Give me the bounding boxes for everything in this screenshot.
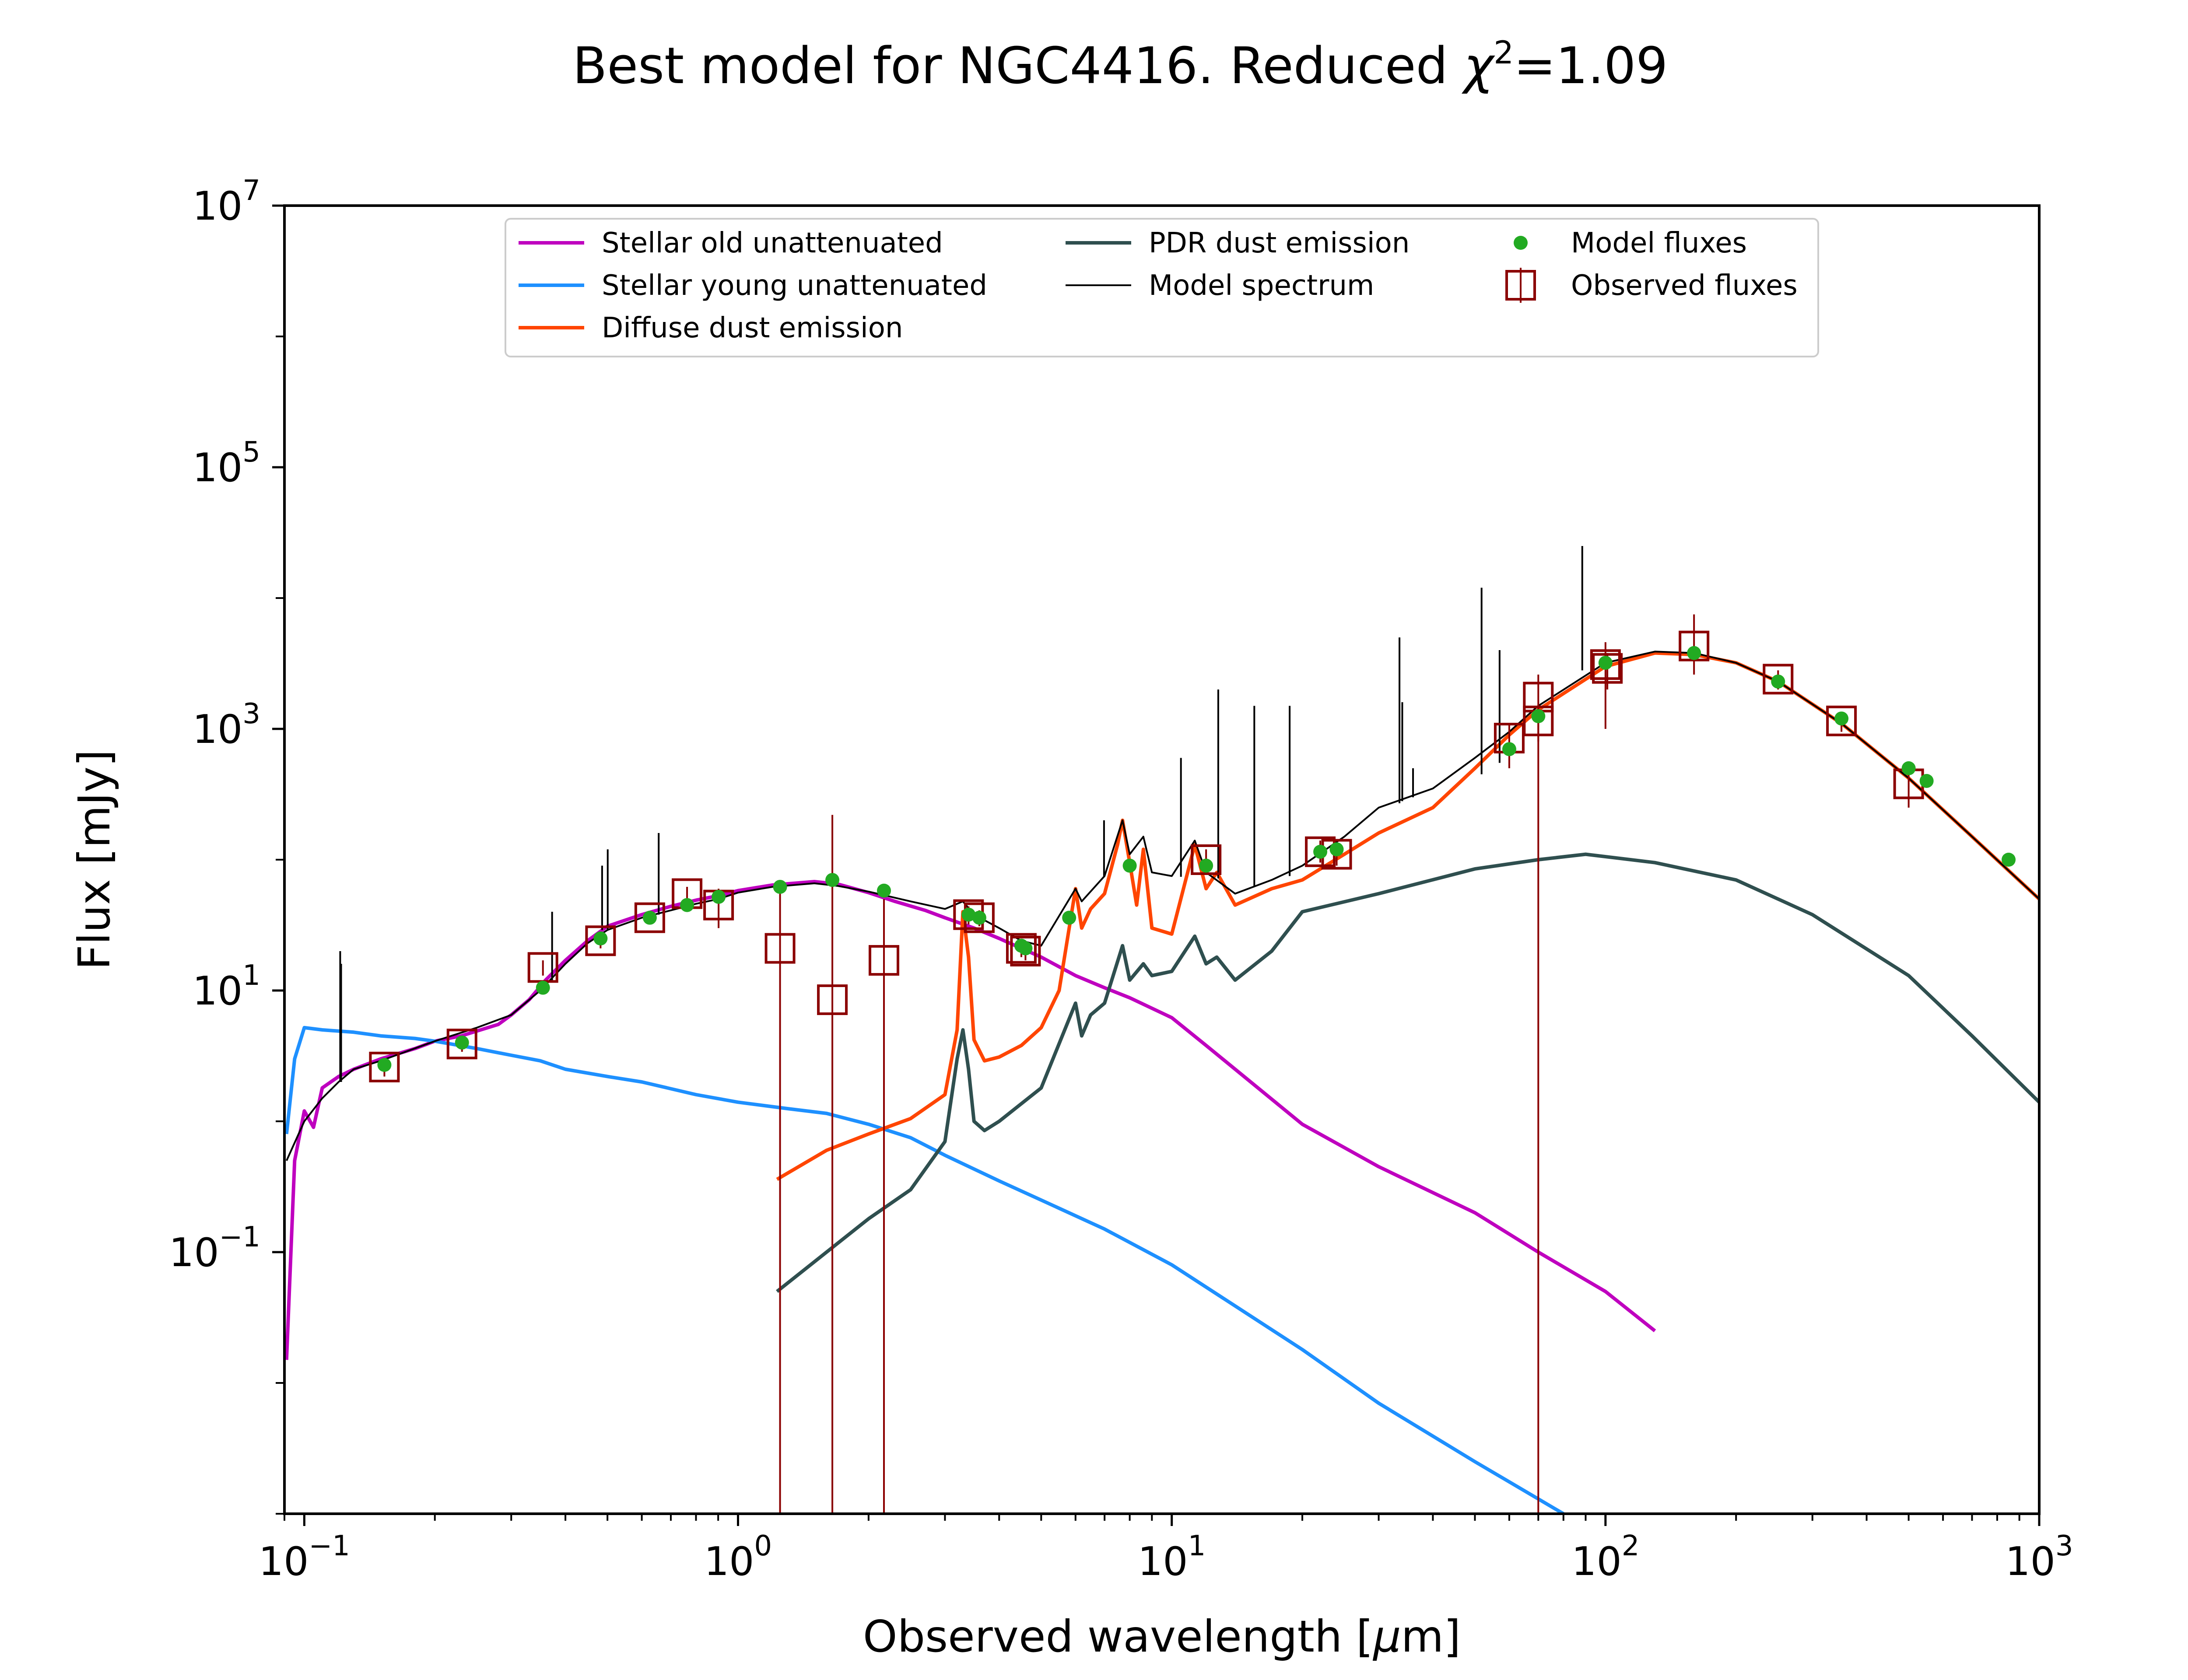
series-stellar-old-unattenuated <box>284 880 1656 1360</box>
model-flux-point <box>1313 844 1328 859</box>
observed-flux-point <box>869 945 900 976</box>
model-flux-point <box>377 1058 392 1072</box>
model-flux-point <box>1919 774 1934 788</box>
model-flux-point <box>642 910 657 925</box>
x-tick-label: 100 <box>704 1530 772 1585</box>
legend-label-stellar-young-unattenuated: Stellar young unattenuated <box>602 270 987 302</box>
legend-label-model-fluxes: Model fluxes <box>1571 227 1747 259</box>
model-flux-point <box>877 883 891 898</box>
model-flux-point <box>1502 742 1516 756</box>
model-flux-point <box>1062 910 1076 925</box>
model-flux-point <box>593 931 608 946</box>
legend-label-model-spectrum: Model spectrum <box>1149 270 1374 302</box>
y-tick-label: 10−1 <box>169 1221 260 1276</box>
legend-label-pdr-dust-emission: PDR dust emission <box>1149 227 1410 259</box>
model-flux-point <box>455 1035 469 1050</box>
y-tick-label: 105 <box>193 436 260 491</box>
series-model-spectrum <box>285 651 2039 1161</box>
observed-flux-point <box>1006 933 1037 964</box>
model-flux-point <box>712 889 726 904</box>
y-tick-label: 101 <box>193 959 260 1014</box>
y-tick-label: 103 <box>193 698 260 752</box>
model-flux-point <box>1901 761 1916 776</box>
model-flux-point <box>1018 941 1033 956</box>
legend: Stellar old unattenuated Stellar young un… <box>505 218 1819 357</box>
observed-flux-point <box>764 933 796 964</box>
model-flux-point <box>1531 709 1546 724</box>
series-stellar-young-unattenuated <box>284 1026 1564 1514</box>
observed-flux-point <box>1592 653 1623 684</box>
observed-flux-point <box>817 984 848 1015</box>
x-axis-label: Observed wavelength [μm] <box>863 1611 1461 1662</box>
axis-ticks: 10−1 100 101 102 103 10−1 101 103 105 107 <box>169 175 2073 1585</box>
model-flux-point <box>2002 853 2016 867</box>
observed-flux-point <box>1590 649 1621 680</box>
legend-label-diffuse-dust-emission: Diffuse dust emission <box>602 312 903 344</box>
observed-flux-point <box>369 1051 400 1082</box>
model-flux-point <box>1329 842 1344 857</box>
y-tick-label: 107 <box>193 175 260 229</box>
legend-label-observed-fluxes: Observed fluxes <box>1571 270 1798 302</box>
legend-swatch-model-fluxes <box>1514 236 1528 250</box>
legend-label-stellar-old-unattenuated: Stellar old unattenuated <box>602 227 943 259</box>
y-axis-label: Flux [mJy] <box>69 749 120 970</box>
observed-flux-point <box>634 902 665 933</box>
observed-flux-point <box>1763 664 1794 695</box>
model-flux-point <box>773 880 787 894</box>
x-tick-label: 101 <box>1138 1530 1206 1585</box>
x-tick-label: 10−1 <box>259 1530 350 1585</box>
model-flux-point <box>825 873 840 887</box>
plot-area <box>284 546 2039 1514</box>
observed-flux-point <box>1191 844 1222 875</box>
model-flux-point <box>1687 646 1701 660</box>
model-flux-point <box>1834 711 1849 726</box>
plot-content <box>284 546 2039 1514</box>
model-flux-point <box>1199 858 1213 873</box>
legend-box <box>505 218 1819 357</box>
observed-flux-point <box>446 1029 477 1060</box>
model-flux-point <box>961 907 976 922</box>
model-flux-point <box>1771 674 1785 689</box>
series-pdr-dust-emission <box>776 852 2039 1293</box>
x-tick-label: 103 <box>2005 1530 2073 1585</box>
model-flux-point <box>1122 858 1137 873</box>
observed-flux-point <box>1523 705 1554 736</box>
model-flux-point <box>1598 655 1613 670</box>
observed-flux-point <box>1826 705 1857 736</box>
model-flux-point <box>536 980 550 995</box>
observed-flux-point <box>585 925 616 956</box>
model-flux-point <box>680 898 694 912</box>
chart-title: Best model for NGC4416. Reduced χ2=1.09 <box>573 34 1668 95</box>
observed-flux-point <box>1010 935 1041 966</box>
x-tick-label: 102 <box>1571 1530 1639 1585</box>
series-diffuse-dust-emission <box>776 651 2039 1181</box>
axes-frame <box>283 204 2041 1515</box>
model-flux-point <box>972 910 986 925</box>
